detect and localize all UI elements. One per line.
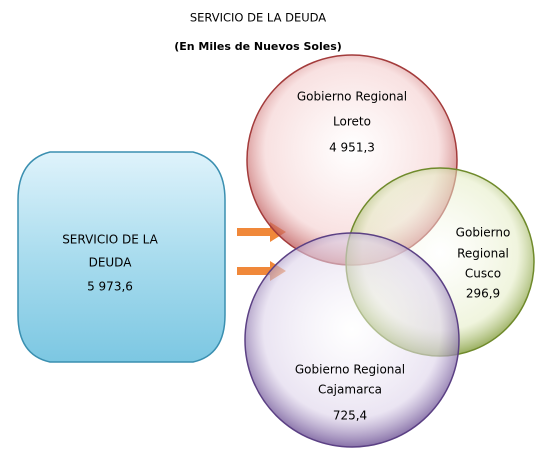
subtitle: (En Miles de Nuevos Soles) [174, 40, 342, 53]
total-label: SERVICIO DE LA [62, 233, 158, 247]
title: SERVICIO DE LA DEUDA [190, 11, 326, 25]
node-value: 296,9 [466, 287, 500, 301]
total-value: 5 973,6 [87, 280, 133, 294]
node-label: Gobierno Regional [295, 363, 405, 377]
node-label: Gobierno Regional [297, 90, 407, 104]
total-box [17, 151, 226, 363]
node-label: Loreto [333, 115, 371, 129]
node-value: 725,4 [333, 409, 367, 423]
total-label: DEUDA [89, 256, 133, 270]
circle-cajamarca [244, 232, 460, 448]
node-label: Cusco [465, 267, 501, 281]
node-label: Cajamarca [318, 383, 382, 397]
node-label: Regional [457, 247, 509, 261]
node-value: 4 951,3 [329, 141, 375, 155]
node-label: Gobierno [456, 226, 511, 240]
